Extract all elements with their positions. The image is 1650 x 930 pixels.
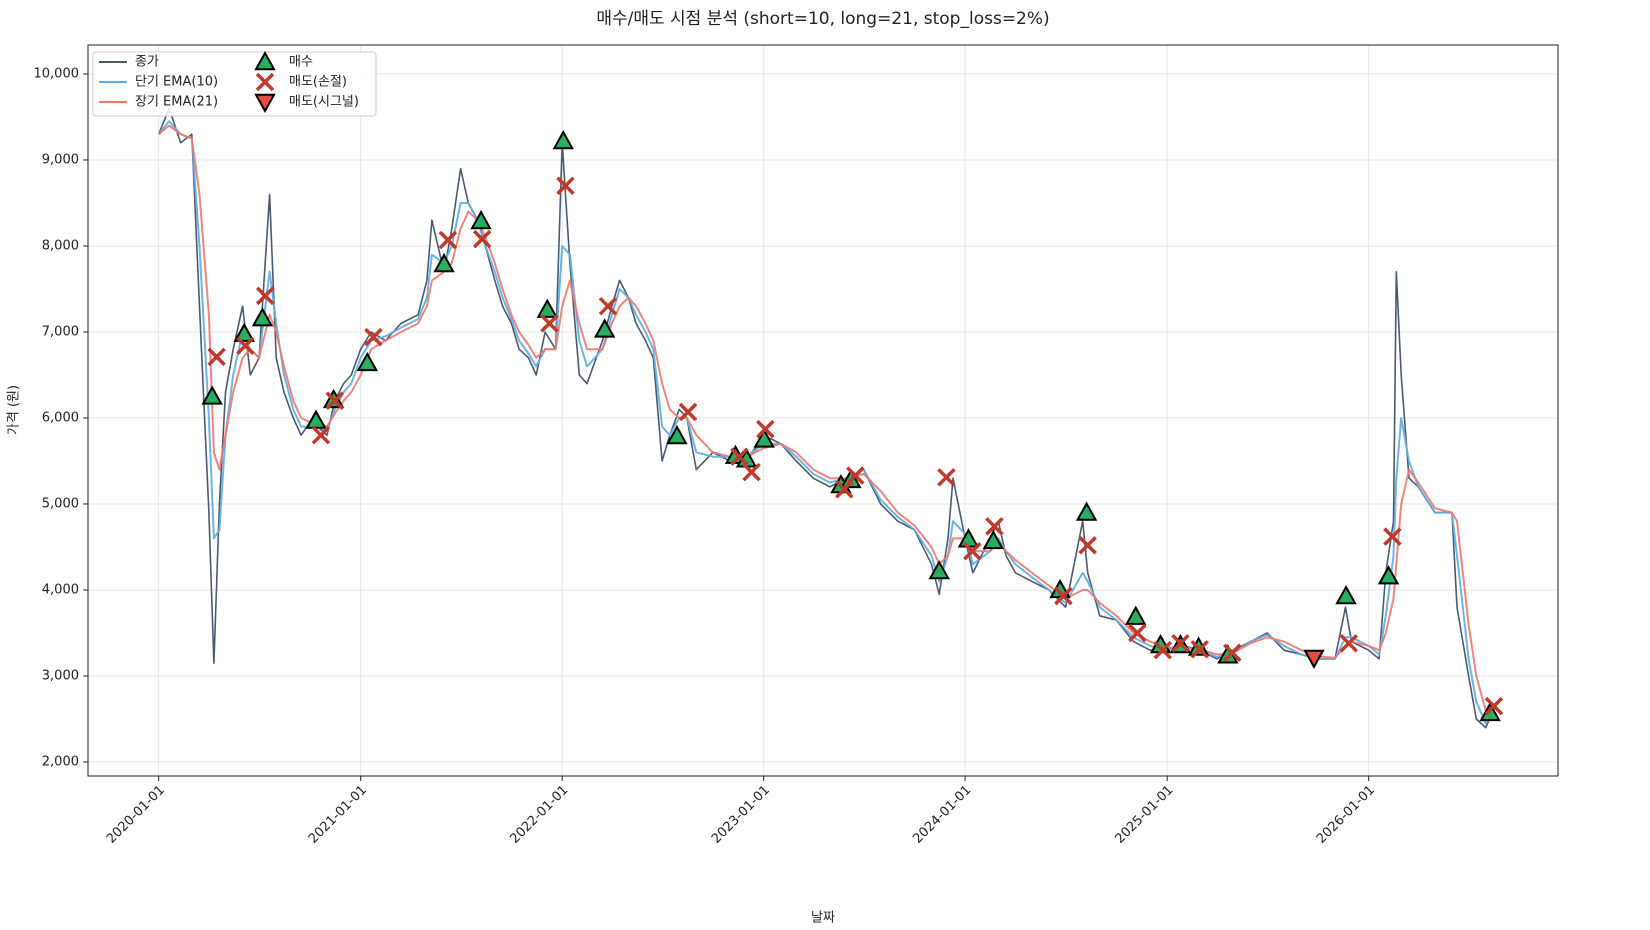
legend-label: 매도(손절) bbox=[289, 75, 347, 90]
sell-stop-marker bbox=[1223, 643, 1242, 662]
sell-stop-marker bbox=[236, 336, 255, 355]
sell-stop-marker bbox=[1171, 634, 1190, 653]
series-line bbox=[157, 107, 1495, 729]
legend-label: 장기 EMA(21) bbox=[135, 95, 218, 110]
sell-stop-marker bbox=[985, 517, 1004, 536]
y-tick-label: 9,000 bbox=[42, 152, 79, 167]
sell-stop-marker bbox=[1484, 696, 1504, 716]
legend-label: 단기 EMA(10) bbox=[135, 75, 218, 90]
sell-stop-marker bbox=[438, 230, 458, 250]
sell-stop-marker bbox=[835, 480, 854, 499]
sell-stop-marker bbox=[556, 176, 575, 196]
y-tick-label: 7,000 bbox=[42, 324, 79, 339]
sell-stop-marker bbox=[937, 468, 956, 487]
sell-stop-marker bbox=[1383, 527, 1402, 546]
sell-stop-marker bbox=[678, 402, 698, 422]
sell-stop-marker bbox=[255, 286, 275, 306]
buy-marker bbox=[753, 428, 775, 448]
buy-marker bbox=[982, 529, 1004, 550]
y-tick-label: 6,000 bbox=[42, 410, 79, 425]
y-tick-label: 5,000 bbox=[42, 496, 79, 511]
sell-stop-marker bbox=[364, 327, 383, 347]
buy-marker bbox=[470, 209, 492, 230]
buy-marker bbox=[666, 424, 688, 445]
x-axis-label: 날짜 bbox=[811, 911, 835, 926]
y-tick-label: 4,000 bbox=[42, 582, 79, 597]
buy-marker bbox=[1335, 584, 1357, 605]
sell-stop-marker bbox=[1190, 640, 1209, 659]
sell-stop-marker bbox=[598, 296, 618, 316]
legend-label: 매도(시그널) bbox=[289, 95, 359, 110]
sell-stop-marker bbox=[325, 391, 344, 411]
buy-marker bbox=[201, 385, 223, 405]
sell-stop-marker bbox=[1153, 640, 1172, 660]
sell-stop-marker bbox=[472, 229, 492, 249]
sell-stop-marker bbox=[1128, 623, 1147, 643]
sell-stop-marker bbox=[756, 419, 775, 439]
buy-marker bbox=[433, 252, 455, 273]
buy-marker bbox=[233, 322, 255, 342]
series-line bbox=[158, 124, 1495, 720]
buy-marker bbox=[1075, 501, 1098, 521]
chart-title: 매수/매도 시점 분석 (short=10, long=21, stop_los… bbox=[596, 9, 1049, 29]
buy-marker bbox=[251, 307, 274, 327]
sell-stop-marker bbox=[730, 447, 749, 466]
sell-stop-marker bbox=[963, 542, 982, 561]
sell-stop-marker bbox=[1078, 536, 1097, 555]
y-tick-label: 8,000 bbox=[42, 238, 79, 253]
legend-label: 종가 bbox=[135, 55, 159, 70]
sell-stop-marker bbox=[1054, 586, 1073, 606]
legend-label: 매수 bbox=[289, 55, 313, 70]
legend-marker bbox=[255, 72, 275, 92]
buy-marker bbox=[1125, 605, 1147, 625]
sell-stop-marker bbox=[742, 462, 761, 482]
legend-marker bbox=[254, 50, 276, 71]
legend-box bbox=[92, 51, 377, 117]
buy-marker bbox=[593, 318, 616, 338]
buy-marker bbox=[1377, 565, 1400, 585]
sell-signal-marker bbox=[1303, 649, 1325, 669]
sell-stop-marker bbox=[1339, 634, 1359, 653]
y-tick-label: 2,000 bbox=[42, 754, 79, 769]
sell-stop-marker bbox=[311, 425, 331, 445]
buy-marker bbox=[536, 298, 558, 318]
sell-stop-marker bbox=[846, 466, 865, 485]
sell-stop-marker bbox=[540, 314, 559, 333]
y-axis-label: 가격 (원) bbox=[7, 385, 22, 435]
sell-stop-marker bbox=[207, 347, 226, 367]
buy-marker bbox=[928, 560, 950, 580]
y-tick-label: 10,000 bbox=[34, 66, 80, 81]
buy-marker bbox=[552, 130, 574, 150]
y-tick-label: 3,000 bbox=[42, 668, 79, 683]
plot-frame bbox=[87, 44, 1559, 777]
buy-marker bbox=[356, 351, 379, 372]
legend-marker bbox=[254, 93, 276, 114]
